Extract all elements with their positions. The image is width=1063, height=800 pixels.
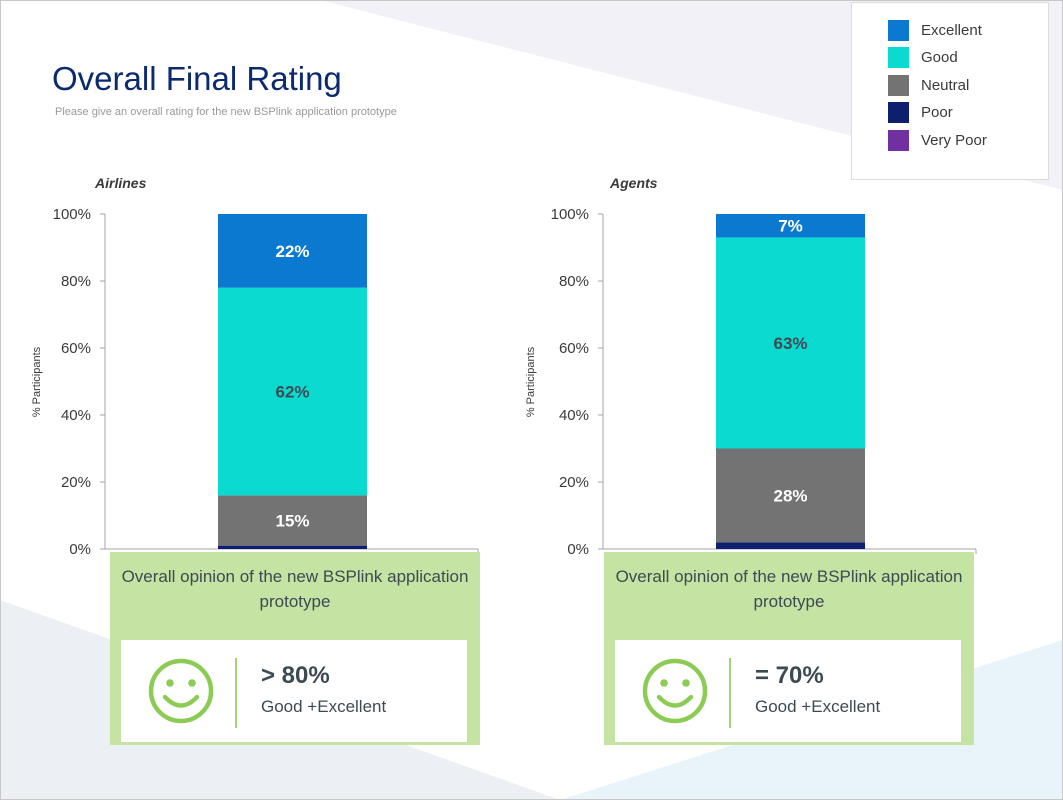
summary-label: Good +Excellent (261, 697, 387, 716)
data-label: 63% (773, 334, 807, 353)
y-tick-label: 0% (567, 541, 589, 558)
page-subtitle: Please give an overall rating for the ne… (55, 106, 397, 118)
bar-segment-excellent (218, 214, 367, 288)
y-tick-label: 80% (559, 273, 589, 290)
legend-item-neutral: Neutral (888, 74, 969, 96)
y-tick-label: 40% (559, 407, 589, 424)
y-tick-label: 0% (69, 541, 91, 558)
legend-label: Good (921, 48, 958, 66)
summary-box-airlines: Overall opinion of the new BSPlink appli… (110, 552, 480, 745)
summary-card: = 70% Good +Excellent (615, 640, 961, 742)
y-tick-label: 40% (61, 407, 91, 424)
y-axis-title: % Participants (31, 346, 43, 417)
legend-swatch (888, 74, 909, 96)
y-tick-label: 60% (61, 340, 91, 357)
bar-segment-poor (218, 545, 367, 549)
summary-question: Overall opinion of the new BSPlink appli… (121, 567, 469, 611)
chart-legend: Excellent Good Neutral Poor Very Poor (851, 2, 1049, 180)
summary-value: = 70% (755, 662, 824, 689)
bar-segment-excellent (716, 214, 865, 238)
smiley-face-icon (148, 658, 214, 724)
summary-label: Good +Excellent (755, 697, 881, 716)
y-tick-label: 20% (61, 474, 91, 491)
y-tick-label: 60% (559, 340, 589, 357)
y-tick-label: 100% (53, 206, 91, 223)
legend-swatch (888, 19, 909, 41)
y-tick-label: 20% (559, 474, 589, 491)
chart-title: Agents (609, 175, 658, 191)
page-title: Overall Final Rating (52, 60, 342, 97)
legend-item-poor: Poor (888, 101, 953, 123)
summary-value: > 80% (261, 662, 330, 689)
summary-box-agents: Overall opinion of the new BSPlink appli… (604, 552, 974, 745)
legend-swatch (888, 46, 909, 68)
bar-segment-good (218, 287, 367, 496)
legend-item-excellent: Excellent (888, 19, 982, 41)
bar-segment-neutral (716, 448, 865, 543)
data-label: 15% (275, 512, 309, 531)
chart-title: Airlines (94, 175, 147, 191)
data-label: 22% (275, 242, 309, 261)
legend-label: Very Poor (921, 131, 987, 149)
legend-label: Excellent (921, 21, 982, 39)
legend-label: Poor (921, 103, 953, 121)
legend-item-good: Good (888, 46, 958, 68)
legend-label: Neutral (921, 76, 970, 94)
data-label: 28% (773, 486, 807, 505)
summary-card: > 80% Good +Excellent (121, 640, 467, 742)
bar-segment-poor (716, 542, 865, 549)
bar-segment-neutral (218, 495, 367, 546)
divider (729, 658, 731, 728)
legend-item-very-poor: Very Poor (888, 129, 987, 151)
y-axis-title: % Participants (525, 346, 537, 417)
divider (235, 658, 237, 728)
y-tick-label: 100% (551, 206, 589, 223)
smiley-face-icon (642, 658, 708, 724)
data-label: 7% (778, 217, 803, 236)
data-label: 62% (275, 383, 309, 402)
y-tick-label: 80% (61, 273, 91, 290)
summary-question: Overall opinion of the new BSPlink appli… (615, 567, 963, 611)
legend-swatch (888, 129, 909, 151)
bar-segment-good (716, 237, 865, 449)
legend-swatch (888, 101, 909, 123)
